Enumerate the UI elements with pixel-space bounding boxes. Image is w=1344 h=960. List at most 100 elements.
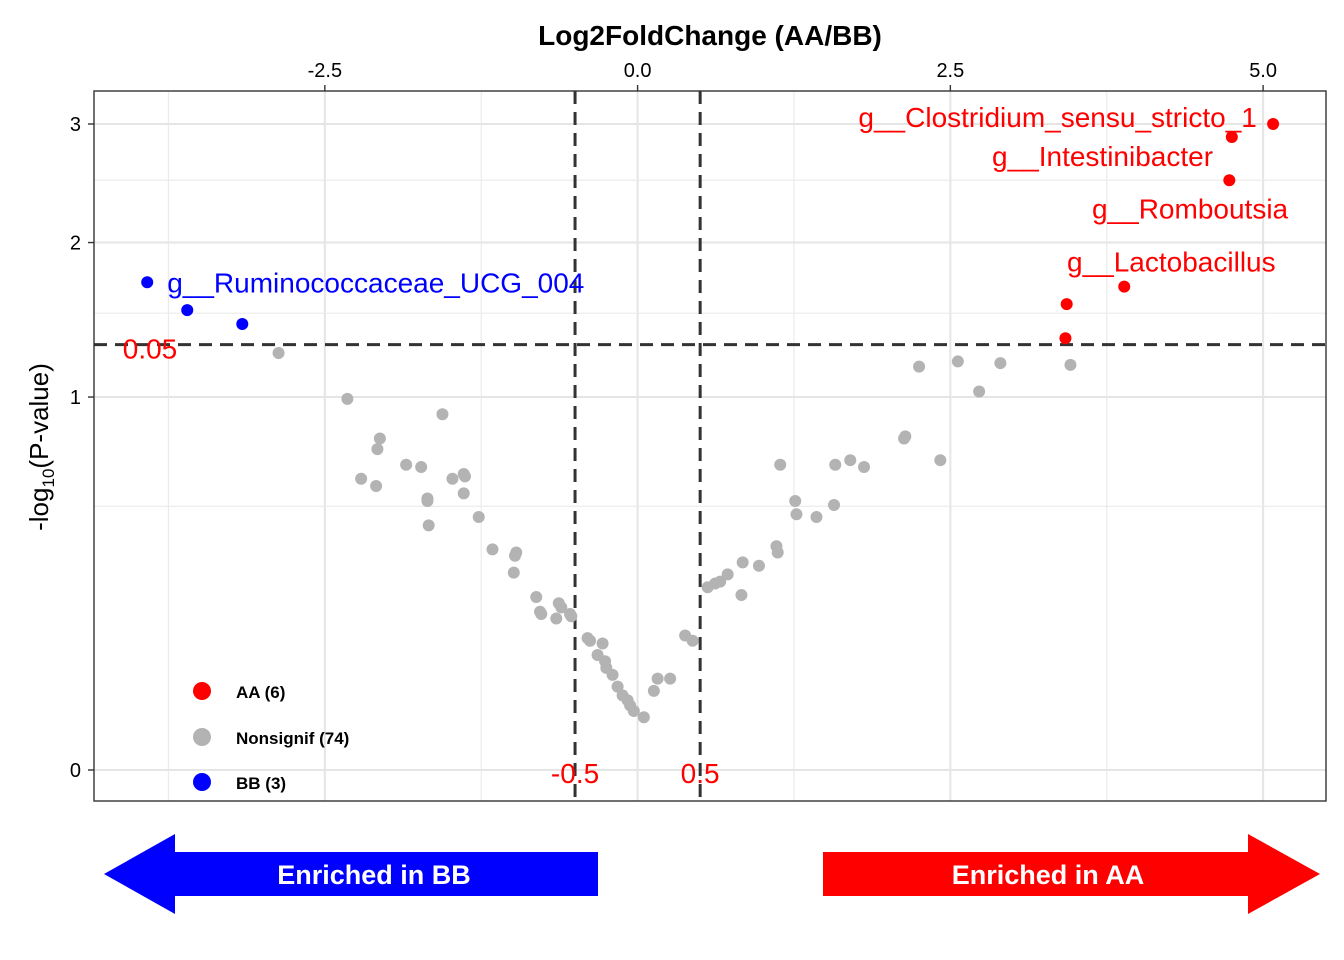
point-nonsignif: [415, 460, 428, 473]
x-axis-title: Log2FoldChange (AA/BB): [538, 20, 882, 51]
point-nonsignif: [507, 566, 520, 579]
point-nonsignif: [371, 443, 384, 456]
point-nonsignif: [774, 458, 787, 471]
point-nonsignif: [647, 684, 660, 697]
point-nonsignif: [721, 568, 734, 581]
point-nonsignif: [421, 495, 434, 508]
point-nonsignif: [714, 575, 727, 588]
point-nonsignif: [934, 454, 947, 467]
point-nonsignif: [446, 472, 459, 485]
legend-key-bb: [193, 773, 211, 791]
point-nonsignif: [584, 634, 597, 647]
x-tick-label: 5.0: [1249, 60, 1277, 82]
threshold-lines: [94, 91, 1326, 801]
point-nonsignif: [458, 470, 471, 483]
point-nonsignif: [370, 479, 383, 492]
left-arrow-icon: [104, 834, 598, 914]
point-nonsignif: [828, 498, 841, 511]
y-tick-label: 1: [70, 387, 81, 409]
point-nonsignif: [611, 680, 624, 693]
point-nonsignif: [565, 610, 578, 623]
point-nonsignif: [994, 357, 1007, 370]
legend: AA (6) Nonsignif (74) BB (3): [193, 682, 349, 793]
point-nonsignif: [400, 458, 413, 471]
pvalue-threshold-label: 0.05: [123, 334, 178, 365]
point-nonsignif: [606, 668, 619, 681]
point-nonsignif: [829, 458, 842, 471]
point-nonsignif: [341, 392, 354, 405]
point-nonsignif: [1064, 358, 1077, 371]
legend-label-bb: BB (3): [236, 774, 286, 793]
point-nonsignif: [627, 705, 640, 718]
point-nonsignif: [736, 556, 749, 569]
point-label-romboutsia: g__Romboutsia: [1092, 193, 1289, 224]
y-axis-ticks: 0 1 2 3: [70, 114, 94, 782]
point-nonsignif: [789, 495, 802, 508]
point-nonsignif: [810, 511, 823, 524]
point-nonsignif: [790, 508, 803, 521]
legend-label-aa: AA (6): [236, 683, 285, 702]
point-nonsignif: [355, 472, 368, 485]
plot-panel-border: [93, 90, 1327, 802]
point-label-lactobacillus: g__Lactobacillus: [1067, 247, 1276, 278]
grid-lines: [94, 91, 1326, 801]
point-nonsignif: [596, 637, 609, 650]
legend-label-nonsignif: Nonsignif (74): [236, 729, 349, 748]
x-tick-label: 0.0: [624, 60, 652, 82]
point-nonsignif: [752, 559, 765, 572]
point-nonsignif: [858, 460, 871, 473]
point-label-intestinibacter: g__Intestinibacter: [992, 141, 1213, 172]
point-bb: [181, 304, 194, 317]
point-nonsignif: [844, 454, 857, 467]
point-aa: [1118, 280, 1131, 293]
point-nonsignif: [457, 487, 470, 500]
right-arrow-icon: [823, 834, 1320, 914]
point-aa: [1223, 174, 1236, 187]
point-nonsignif: [973, 385, 986, 398]
y-axis-title: -log10(P-value): [24, 363, 58, 531]
point-label-clostridium: g__Clostridium_sensu_stricto_1: [858, 102, 1256, 133]
point-nonsignif: [637, 711, 650, 724]
point-nonsignif: [770, 540, 783, 553]
point-nonsignif: [686, 634, 699, 647]
point-aa: [1225, 131, 1238, 144]
x-tick-label: 2.5: [936, 60, 964, 82]
point-nonsignif: [530, 591, 543, 604]
point-bb: [141, 276, 154, 289]
data-points: [141, 118, 1280, 724]
point-nonsignif: [373, 432, 386, 445]
legend-key-aa: [193, 682, 211, 700]
point-bb: [236, 317, 249, 330]
point-nonsignif: [272, 347, 285, 360]
enriched-aa-label: Enriched in AA: [952, 860, 1145, 890]
y-tick-label: 2: [70, 233, 81, 255]
point-nonsignif: [472, 511, 485, 524]
point-nonsignif: [422, 519, 435, 532]
y-tick-label: 3: [70, 114, 81, 136]
point-nonsignif: [509, 549, 522, 562]
point-aa: [1267, 118, 1280, 130]
x-tick-label: -2.5: [308, 60, 342, 82]
point-labels: g__Clostridium_sensu_stricto_1 g__Intest…: [167, 102, 1288, 298]
x-axis-ticks: -2.5 0.0 2.5 5.0: [308, 60, 1277, 91]
point-label-ruminococcaceae: g__Ruminococcaceae_UCG_004: [167, 267, 584, 298]
legend-key-nonsignif: [193, 728, 211, 746]
point-nonsignif: [951, 355, 964, 368]
enriched-bb-label: Enriched in BB: [277, 860, 471, 890]
enriched-bb-arrow: Enriched in BB: [104, 834, 598, 914]
point-nonsignif: [913, 360, 926, 373]
fc-threshold-label-negative: -0.5: [551, 758, 599, 789]
point-nonsignif: [436, 408, 449, 421]
point-nonsignif: [535, 607, 548, 620]
point-nonsignif: [550, 612, 563, 625]
point-nonsignif: [735, 589, 748, 602]
y-tick-label: 0: [70, 760, 81, 782]
fc-threshold-label-positive: 0.5: [681, 758, 720, 789]
enriched-aa-arrow: Enriched in AA: [823, 834, 1320, 914]
point-nonsignif: [651, 672, 664, 685]
point-nonsignif: [899, 430, 912, 443]
point-nonsignif: [486, 543, 499, 556]
point-nonsignif: [555, 601, 568, 614]
point-aa: [1060, 298, 1073, 311]
